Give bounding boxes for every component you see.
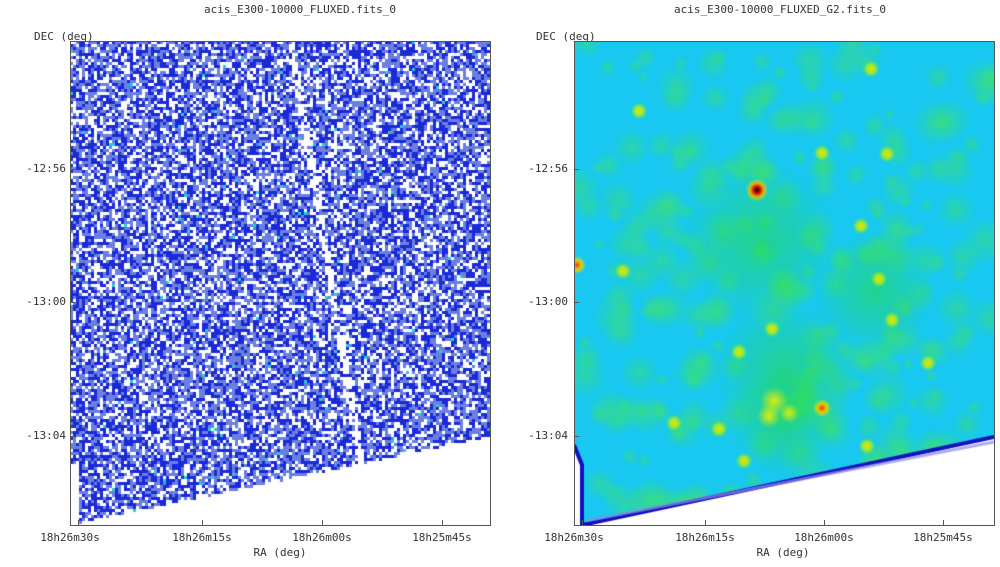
right-ytick-label: -13:04 bbox=[528, 429, 568, 442]
right-ytick-label: -12:56 bbox=[528, 162, 568, 175]
right-xlabel: RA (deg) bbox=[756, 546, 810, 559]
right-xtick-mark bbox=[943, 520, 944, 525]
left-xtick-label: 18h26m30s bbox=[40, 531, 100, 544]
right-ylabel: DEC (deg) bbox=[536, 30, 596, 43]
right-xtick-label: 18h26m00s bbox=[794, 531, 854, 544]
left-ytick-mark bbox=[70, 169, 75, 170]
right-xtick-mark bbox=[705, 520, 706, 525]
right-plot-frame bbox=[574, 41, 995, 526]
left-ytick-label: -13:00 bbox=[26, 295, 66, 308]
right-xtick-label: 18h26m30s bbox=[544, 531, 604, 544]
left-ytick-label: -13:04 bbox=[26, 429, 66, 442]
left-xlabel: RA (deg) bbox=[253, 546, 307, 559]
left-ytick-mark bbox=[70, 436, 75, 437]
left-xtick-label: 18h26m15s bbox=[172, 531, 232, 544]
right-heatmap[interactable] bbox=[574, 41, 994, 525]
left-xtick-mark bbox=[442, 520, 443, 525]
right-xtick-mark bbox=[824, 520, 825, 525]
left-ytick-label: -12:56 bbox=[26, 162, 66, 175]
left-xtick-mark bbox=[78, 520, 79, 525]
right-xtick-label: 18h25m45s bbox=[913, 531, 973, 544]
right-ytick-mark bbox=[574, 169, 579, 170]
left-ytick-mark bbox=[70, 302, 75, 303]
right-xtick-mark bbox=[582, 520, 583, 525]
left-panel-title: acis_E300-10000_FLUXED.fits_0 bbox=[203, 3, 397, 16]
left-heatmap[interactable] bbox=[70, 41, 490, 525]
left-xtick-mark bbox=[322, 520, 323, 525]
right-ytick-mark bbox=[574, 302, 579, 303]
right-xtick-label: 18h26m15s bbox=[675, 531, 735, 544]
right-ytick-mark bbox=[574, 436, 579, 437]
left-plot-frame bbox=[70, 41, 491, 526]
left-ylabel: DEC (deg) bbox=[34, 30, 94, 43]
right-ytick-label: -13:00 bbox=[528, 295, 568, 308]
right-panel-title: acis_E300-10000_FLUXED_G2.fits_0 bbox=[674, 3, 886, 16]
left-xtick-mark bbox=[202, 520, 203, 525]
left-xtick-label: 18h25m45s bbox=[412, 531, 472, 544]
left-xtick-label: 18h26m00s bbox=[292, 531, 352, 544]
